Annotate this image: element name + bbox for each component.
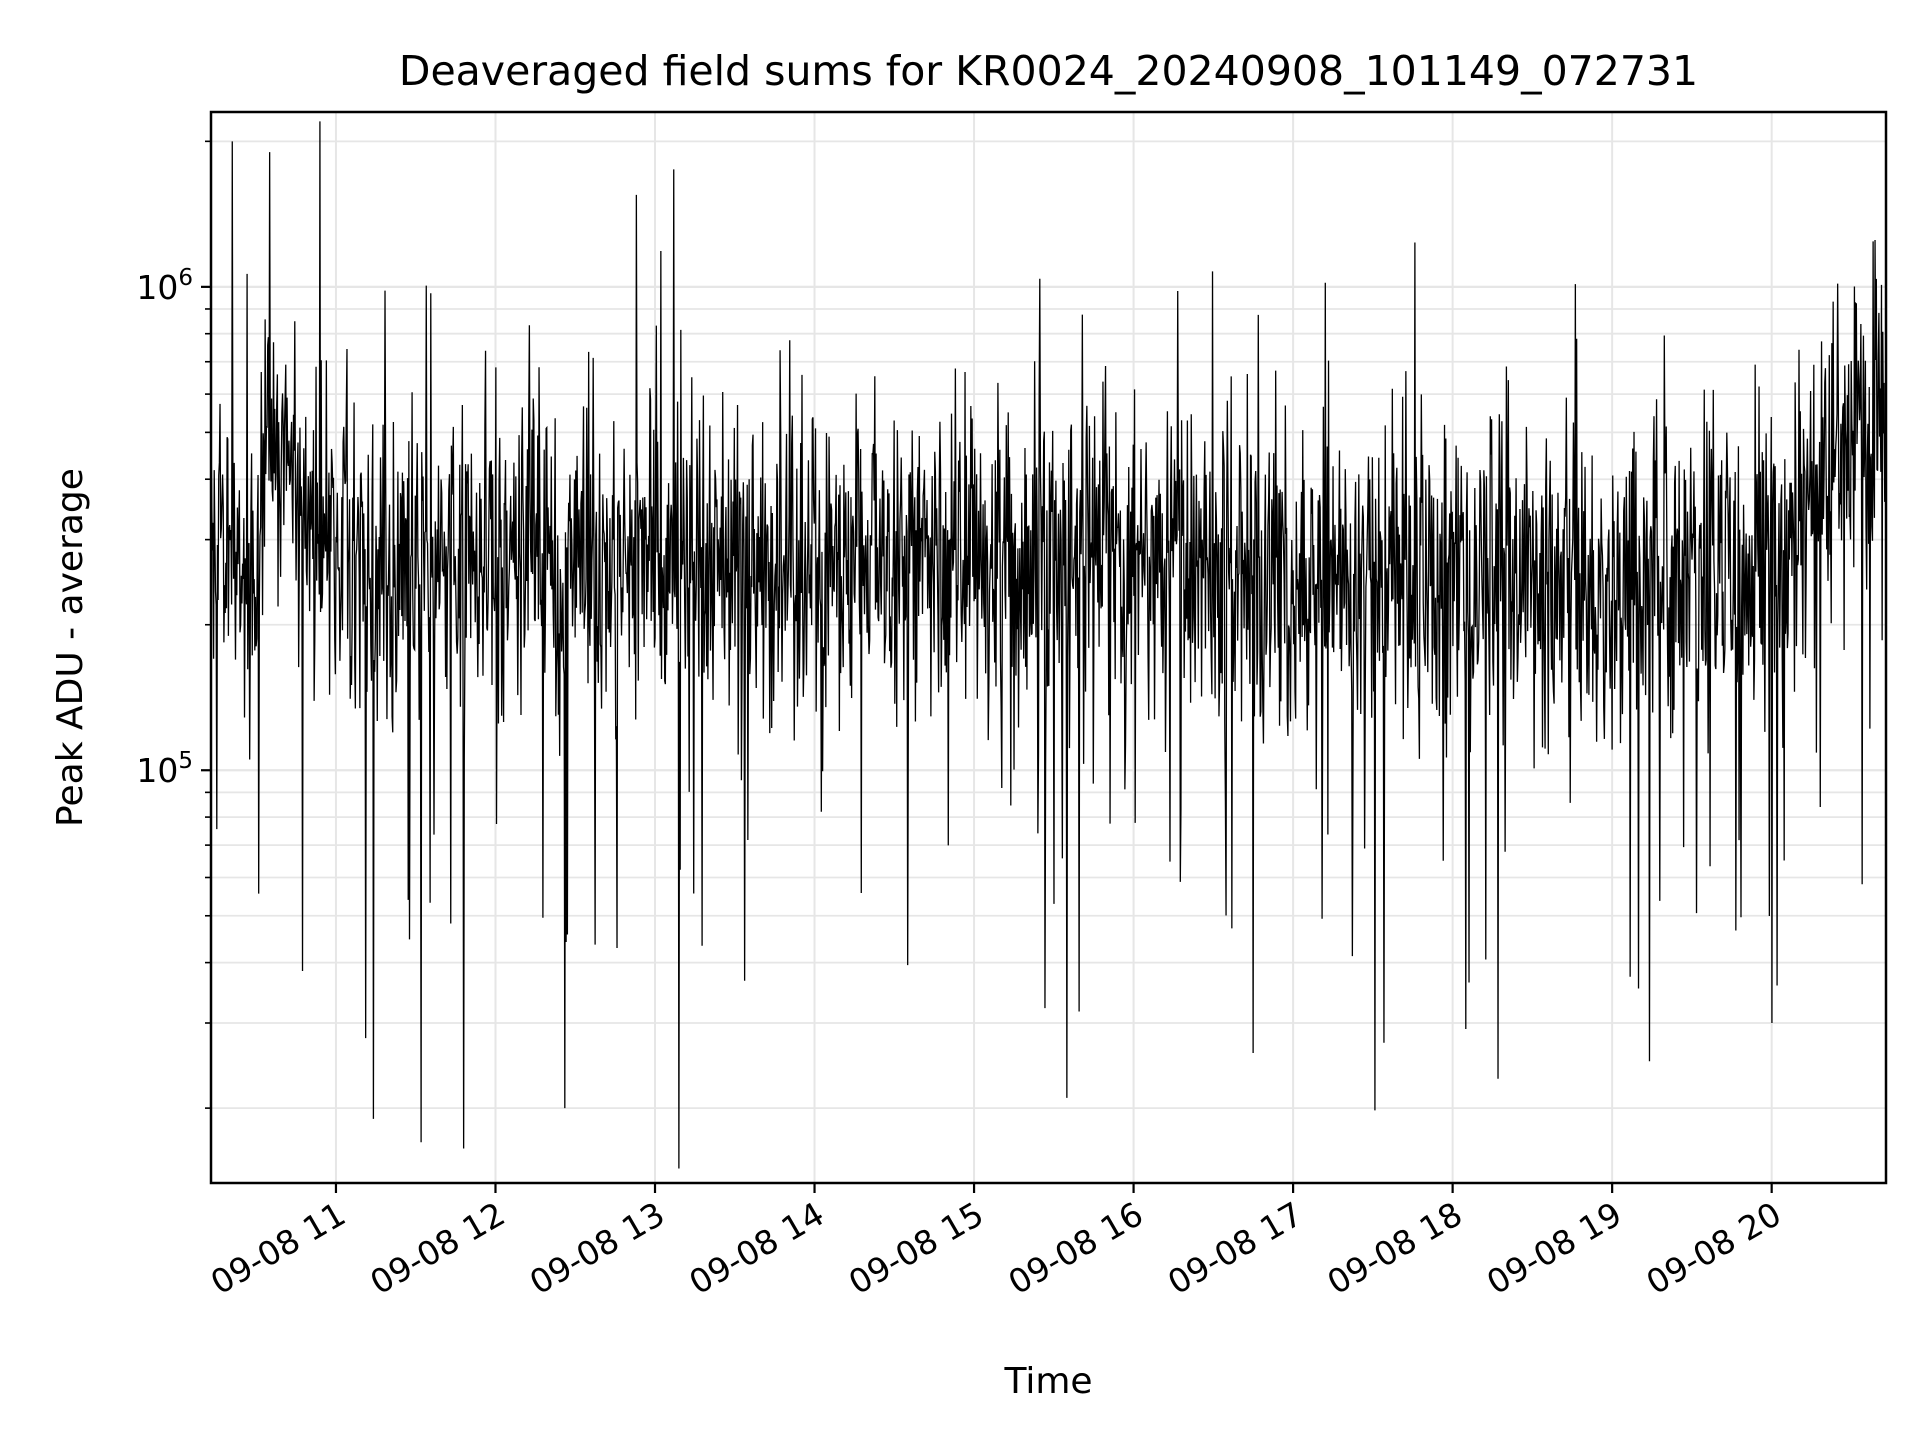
- chart-title: Deaveraged field sums for KR0024_2024090…: [399, 47, 1698, 95]
- y-axis-label: Peak ADU - average: [50, 468, 91, 827]
- y-tick-label: 106: [136, 265, 193, 307]
- x-tick-label: 09-08 19: [1480, 1194, 1628, 1302]
- x-tick-label: 09-08 16: [1002, 1194, 1150, 1302]
- x-tick-label: 09-08 20: [1640, 1194, 1788, 1302]
- x-tick-label: 09-08 15: [842, 1194, 990, 1302]
- x-tick-label: 09-08 17: [1161, 1194, 1309, 1302]
- series-layer: [211, 121, 1886, 1169]
- x-tick-label: 09-08 13: [523, 1194, 671, 1302]
- x-tick-label: 09-08 11: [204, 1194, 352, 1302]
- series-line: [211, 121, 1886, 1169]
- x-tick-label: 09-08 12: [363, 1194, 511, 1302]
- plot-frame: [209, 110, 1888, 1185]
- x-axis-label: Time: [1003, 1361, 1092, 1402]
- x-tick-label: 09-08 18: [1321, 1194, 1469, 1302]
- y-axis: 105 106: [136, 140, 211, 1109]
- x-tick-label: 09-08 14: [683, 1194, 831, 1302]
- x-axis: 09-08 11 09-08 12 09-08 13 09-08 14 09-08 15…: [204, 1183, 1788, 1302]
- y-tick-label: 105: [136, 748, 193, 790]
